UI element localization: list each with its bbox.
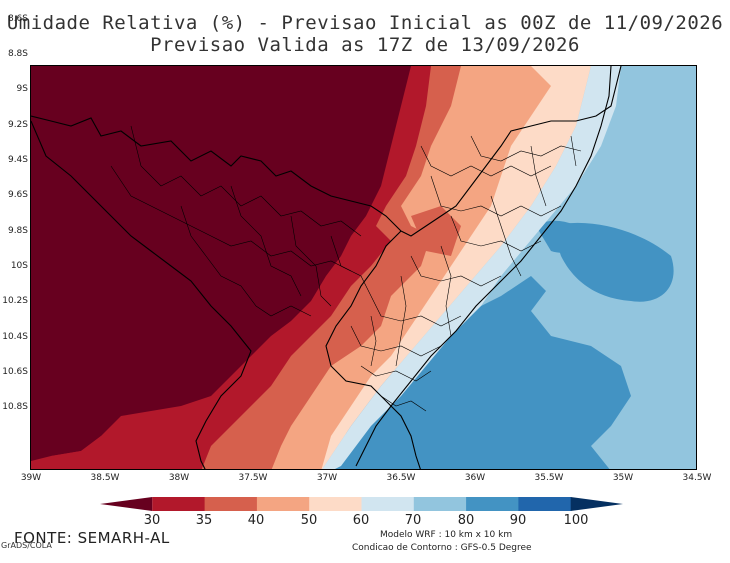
lat-label: 10S [10, 261, 28, 271]
title-line-1: Umidade Relativa (%) - Previsao Inicial … [6, 12, 724, 34]
lon-label: 38W [168, 473, 190, 483]
lat-label: 10.2S [2, 296, 28, 306]
source-label: FONTE: SEMARH-AL [14, 529, 170, 547]
colorbar-segment [518, 497, 572, 511]
lat-label: 10.4S [2, 332, 28, 342]
lon-label: 39W [20, 473, 42, 483]
municipal-borders [110, 125, 582, 412]
lon-label: 35W [612, 473, 634, 483]
coastal-band-light [322, 66, 621, 469]
colorbar-label: 90 [509, 513, 527, 528]
colorbar-label: 40 [247, 513, 265, 528]
humidity-map-svg [31, 66, 696, 469]
rh-30-zone [31, 66, 411, 461]
lat-label: 9.2S [7, 120, 28, 130]
colorbar-segment [361, 497, 415, 511]
colorbar [100, 497, 623, 511]
lon-label: 37W [316, 473, 338, 483]
lon-label: 34.5W [682, 473, 712, 483]
title-line-2: Previsao Valida as 17Z de 13/09/2026 [150, 34, 580, 56]
lon-label: 36W [464, 473, 486, 483]
colorbar-segment [256, 497, 310, 511]
lon-label: 35.5W [534, 473, 564, 483]
lat-label: 8.6S [7, 14, 28, 24]
rh-40-patch [411, 206, 461, 256]
lat-label: 9.4S [7, 155, 28, 165]
colorbar-segment [100, 497, 153, 511]
lon-label: 37.5W [238, 473, 268, 483]
colorbar-label: 30 [143, 513, 161, 528]
colorbar-segment [309, 497, 362, 511]
state-borders [31, 66, 622, 469]
colorbar-segment [413, 497, 467, 511]
colorbar-segment [152, 497, 206, 511]
lat-label: 9.8S [7, 226, 28, 236]
colorbar-label: 100 [563, 513, 589, 528]
rh-35-patch [51, 436, 111, 469]
colorbar-label: 35 [195, 513, 213, 528]
lat-label: 8.8S [7, 49, 28, 59]
boundary-note: Condicao de Contorno : GFS-0.5 Degree [352, 543, 532, 553]
lat-label: 10.8S [2, 402, 28, 412]
humidity-map [30, 65, 697, 470]
ocean-dark-patch-2 [536, 220, 591, 253]
lat-label: 9S [16, 84, 28, 94]
colorbar-label: 70 [404, 513, 422, 528]
model-note: Modelo WRF : 10 km x 10 km [380, 530, 513, 540]
colorbar-label: 60 [352, 513, 370, 528]
colorbar-segment [466, 497, 519, 511]
grads-credit: GrADS/COLA [1, 541, 52, 550]
ocean-dark-coastal [331, 276, 631, 469]
lat-label: 9.6S [7, 190, 28, 200]
colorbar-label: 50 [300, 513, 318, 528]
lon-label: 38.5W [90, 473, 120, 483]
lat-label: 10.6S [2, 367, 28, 377]
lon-label: 36.5W [386, 473, 416, 483]
colorbar-label: 80 [457, 513, 475, 528]
colorbar-segment [570, 497, 623, 511]
colorbar-segment [204, 497, 258, 511]
